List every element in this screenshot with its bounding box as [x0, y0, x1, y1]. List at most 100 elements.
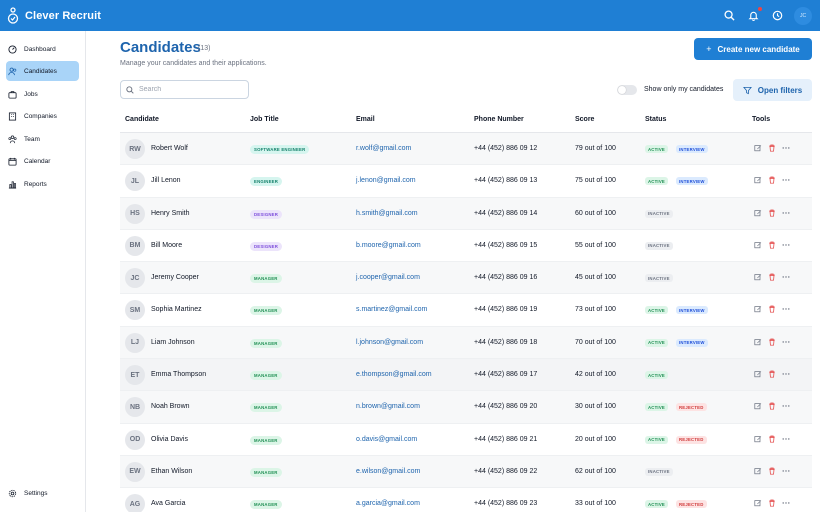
candidate-email-link[interactable]: e.thompson@gmail.com: [356, 371, 432, 379]
edit-icon[interactable]: [754, 241, 762, 249]
more-icon[interactable]: [782, 435, 790, 443]
create-candidate-button[interactable]: + Create new candidate: [694, 38, 812, 60]
candidate-name[interactable]: Robert Wolf: [151, 145, 188, 152]
sidebar-item-dashboard[interactable]: Dashboard: [6, 39, 79, 59]
table-row[interactable]: NB Noah Brown MANAGER n.brown@gmail.com +44 …: [120, 391, 812, 424]
table-row[interactable]: AG Ava Garcia MANAGER a.garcia@gmail.com +44…: [120, 488, 812, 512]
edit-icon[interactable]: [754, 176, 762, 184]
more-icon[interactable]: [782, 338, 790, 346]
table-row[interactable]: EW Ethan Wilson MANAGER e.wilson@gmail.com +…: [120, 455, 812, 489]
candidate-name[interactable]: Jeremy Cooper: [151, 274, 199, 282]
candidate-name[interactable]: Ava Garcia: [151, 500, 186, 508]
candidate-email-link[interactable]: r.wolf@gmail.com: [356, 145, 412, 152]
trash-icon[interactable]: [768, 467, 776, 475]
user-avatar[interactable]: JC: [794, 6, 812, 25]
candidate-email-link[interactable]: j.lenon@gmail.com: [356, 177, 416, 185]
candidate-email-link[interactable]: j.cooper@gmail.com: [356, 274, 420, 282]
candidate-email-link[interactable]: a.garcia@gmail.com: [356, 500, 420, 508]
candidate-name[interactable]: Noah Brown: [151, 403, 190, 411]
search-box[interactable]: [120, 80, 249, 99]
trash-icon[interactable]: [768, 176, 776, 184]
trash-icon[interactable]: [768, 305, 776, 314]
edit-icon[interactable]: [754, 402, 762, 410]
more-icon[interactable]: [782, 499, 790, 507]
sidebar-item-calendar[interactable]: Calendar: [6, 151, 79, 171]
edit-icon[interactable]: [754, 305, 762, 313]
more-icon[interactable]: [782, 402, 790, 410]
open-filters-button[interactable]: Open filters: [733, 79, 812, 101]
column-header-email[interactable]: Email: [356, 116, 375, 123]
candidate-email-link[interactable]: e.wilson@gmail.com: [356, 467, 421, 475]
edit-icon[interactable]: [754, 338, 762, 346]
sidebar-item-settings[interactable]: Settings: [6, 483, 79, 503]
column-header-phone[interactable]: Phone Number: [474, 116, 524, 123]
trash-icon[interactable]: [768, 402, 776, 410]
trash-icon[interactable]: [768, 338, 776, 346]
trash-icon[interactable]: [768, 209, 776, 217]
bell-icon[interactable]: [746, 6, 762, 23]
table-row[interactable]: JL Jill Lenon ENGINEER j.lenon@gmail.com +44…: [120, 165, 812, 198]
column-header-status[interactable]: Status: [645, 116, 667, 123]
trash-icon[interactable]: [768, 144, 776, 152]
candidate-email-link[interactable]: l.johnson@gmail.com: [356, 338, 424, 346]
edit-icon[interactable]: [754, 273, 762, 281]
candidate-name[interactable]: Henry Smith: [151, 209, 190, 217]
building-icon: [8, 111, 17, 121]
column-header-score[interactable]: Score: [575, 116, 595, 123]
edit-icon[interactable]: [754, 370, 762, 378]
candidate-name[interactable]: Jill Lenon: [151, 177, 181, 185]
candidate-email-link[interactable]: b.moore@gmail.com: [356, 241, 421, 249]
candidate-email-link[interactable]: n.brown@gmail.com: [356, 403, 420, 411]
more-icon[interactable]: [782, 241, 790, 249]
edit-icon[interactable]: [754, 435, 762, 443]
more-icon[interactable]: [782, 467, 790, 475]
sidebar-item-jobs[interactable]: Jobs: [6, 84, 79, 104]
trash-icon[interactable]: [768, 370, 776, 378]
status-badge: ACTIVE: [645, 371, 668, 380]
candidate-name[interactable]: Sophia Martinez: [151, 306, 202, 314]
trash-icon[interactable]: [768, 499, 776, 507]
table-row[interactable]: ET Emma Thompson MANAGER e.thompson@gmail.c…: [120, 359, 812, 392]
column-header-job-title[interactable]: Job Title: [250, 116, 279, 123]
more-icon[interactable]: [782, 144, 790, 152]
edit-icon[interactable]: [754, 209, 762, 217]
search-input[interactable]: [139, 86, 239, 93]
table-row[interactable]: RW Robert Wolf SOFTWARE ENGINEER r.wolf@gma…: [120, 133, 812, 166]
trash-icon[interactable]: [768, 273, 776, 281]
candidate-name[interactable]: Ethan Wilson: [151, 467, 193, 475]
candidate-name[interactable]: Emma Thompson: [151, 371, 207, 379]
trash-icon[interactable]: [768, 241, 776, 249]
candidate-name[interactable]: Olivia Davis: [151, 435, 188, 443]
calendar-icon: [8, 157, 17, 166]
candidate-name[interactable]: Liam Johnson: [151, 338, 195, 346]
status-badge: ACTIVE: [645, 403, 668, 412]
candidate-name[interactable]: Bill Moore: [151, 241, 183, 249]
app-logo[interactable]: Clever Recruit: [7, 6, 101, 25]
candidate-email-link[interactable]: o.davis@gmail.com: [356, 435, 418, 443]
candidate-email-link[interactable]: s.martinez@gmail.com: [356, 306, 428, 314]
table-row[interactable]: HS Henry Smith DESIGNER h.smith@gmail.com +4…: [120, 197, 812, 230]
column-header-candidate[interactable]: Candidate: [125, 116, 159, 123]
trash-icon[interactable]: [768, 435, 776, 443]
sidebar-item-team[interactable]: Team: [6, 129, 79, 149]
my-candidates-toggle[interactable]: [617, 85, 637, 95]
table-row[interactable]: BM Bill Moore DESIGNER b.moore@gmail.com +44…: [120, 230, 812, 263]
more-icon[interactable]: [782, 305, 790, 313]
table-row[interactable]: LJ Liam Johnson MANAGER l.johnson@gmail.com…: [120, 326, 812, 360]
more-icon[interactable]: [782, 273, 790, 281]
edit-icon[interactable]: [754, 499, 762, 507]
more-icon[interactable]: [782, 209, 790, 217]
table-row[interactable]: JC Jeremy Cooper MANAGER j.cooper@gmail.com…: [120, 262, 812, 295]
more-icon[interactable]: [782, 176, 790, 184]
table-row[interactable]: SM Sophia Martinez MANAGER s.martinez@gmail…: [120, 294, 812, 327]
more-icon[interactable]: [782, 370, 790, 378]
edit-icon[interactable]: [754, 467, 762, 475]
edit-icon[interactable]: [754, 144, 762, 152]
sidebar-item-candidates[interactable]: Candidates: [6, 61, 79, 81]
sidebar-item-companies[interactable]: Companies: [6, 106, 79, 126]
table-row[interactable]: OD Olivia Davis MANAGER o.davis@gmail.com +4…: [120, 424, 812, 456]
clock-icon[interactable]: [770, 9, 784, 23]
sidebar-item-reports[interactable]: Reports: [6, 174, 79, 194]
search-icon[interactable]: [722, 9, 736, 23]
candidate-email-link[interactable]: h.smith@gmail.com: [356, 209, 418, 217]
